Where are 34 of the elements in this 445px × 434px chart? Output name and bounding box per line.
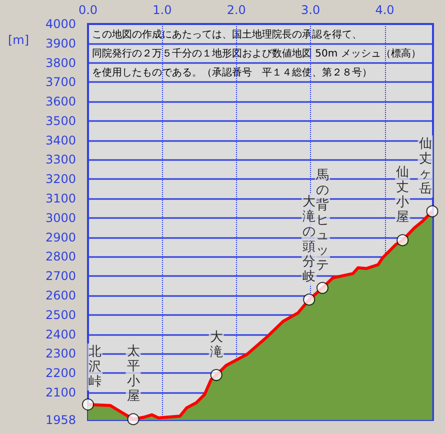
y-tick-label: 4000 — [45, 17, 76, 31]
y-tick-label: 2800 — [45, 250, 76, 264]
y-tick-label: 3800 — [45, 56, 76, 70]
y-tick-label: 3200 — [45, 172, 76, 186]
y-tick-label: 2400 — [45, 327, 76, 342]
y-tick-label: 3900 — [45, 36, 76, 50]
y-tick-label: 3300 — [45, 152, 76, 167]
annotation: 馬の背ヒュッテ — [314, 168, 329, 273]
x-tick-label: 2.0 — [226, 3, 246, 17]
annotation: 大滝の頭分岐 — [302, 194, 316, 285]
y-tick-label: 3100 — [45, 192, 76, 206]
y-tick-label: 2900 — [45, 230, 76, 244]
y-tick-label: 2100 — [45, 385, 76, 400]
y-tick-label: 2600 — [45, 288, 76, 302]
annotation: 仙丈小屋 — [396, 165, 410, 226]
y-tick-label: 2500 — [45, 308, 76, 322]
y-tick-label: 1958 — [45, 413, 76, 427]
y-axis-title: [m] — [8, 33, 30, 47]
y-tick-label: 2300 — [45, 346, 76, 361]
x-tick-label: 4.0 — [375, 3, 394, 17]
annotation: 大滝 — [210, 330, 223, 360]
annotation: 太平小屋 — [126, 344, 140, 404]
y-tick-label: 3000 — [45, 210, 76, 225]
x-tick-label: 0.0 — [78, 3, 98, 17]
annotation: 仙丈ヶ岳 — [418, 136, 432, 196]
y-tick-label: 2200 — [45, 366, 76, 380]
x-tick-label: 3.0 — [301, 3, 320, 17]
y-tick-label: 3400 — [45, 133, 76, 148]
y-tick-label: 3700 — [45, 75, 76, 90]
y-tick-label: 3500 — [45, 114, 76, 128]
x-tick-label: 1.0 — [152, 3, 172, 17]
y-tick-label: 2700 — [45, 269, 76, 284]
y-tick-label: 3600 — [45, 94, 76, 109]
annotation: 北沢峠 — [88, 344, 102, 390]
